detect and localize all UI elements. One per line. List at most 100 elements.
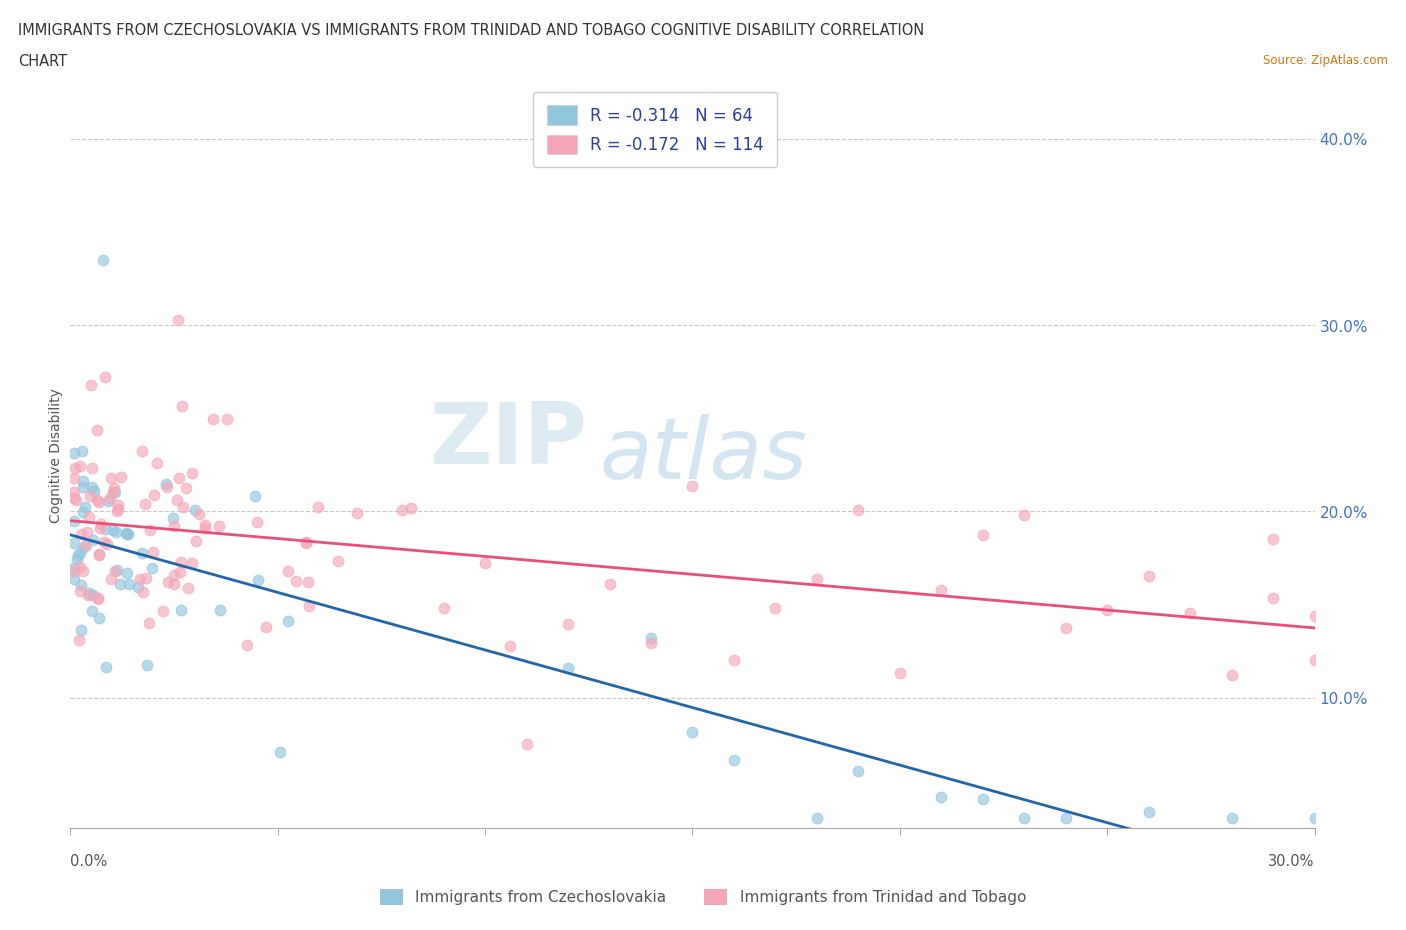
Point <box>298 598 321 613</box>
Point <box>285 574 308 589</box>
Point <box>972 527 994 542</box>
Point <box>94 370 117 385</box>
Point <box>135 571 157 586</box>
Point <box>70 623 93 638</box>
Point <box>63 564 86 578</box>
Point <box>391 502 413 517</box>
Point <box>1054 621 1077 636</box>
Point <box>87 611 110 626</box>
Point <box>1263 532 1285 547</box>
Point <box>80 604 103 618</box>
Point <box>75 499 97 514</box>
Text: 0.0%: 0.0% <box>70 854 107 869</box>
Point <box>94 522 117 537</box>
Point <box>89 521 111 536</box>
Point <box>181 465 204 480</box>
Point <box>86 422 108 437</box>
Point <box>82 588 104 603</box>
Point <box>156 575 179 590</box>
Point <box>132 585 155 600</box>
Point <box>63 460 86 475</box>
Point <box>328 553 350 568</box>
Point <box>174 481 197 496</box>
Point <box>86 492 108 507</box>
Point <box>143 487 166 502</box>
Point <box>100 471 122 485</box>
Point <box>70 526 93 541</box>
Point <box>188 507 211 522</box>
Point <box>723 752 745 767</box>
Point <box>93 253 115 268</box>
Point <box>105 563 128 578</box>
Point <box>557 660 579 675</box>
Point <box>499 639 522 654</box>
Point <box>682 478 704 493</box>
Point <box>73 540 96 555</box>
Point <box>235 637 257 652</box>
Point <box>135 658 157 672</box>
Point <box>1303 608 1326 623</box>
Point <box>115 565 138 580</box>
Legend: Immigrants from Czechoslovakia, Immigrants from Trinidad and Tobago: Immigrants from Czechoslovakia, Immigran… <box>373 882 1033 913</box>
Point <box>1097 602 1119 617</box>
Point <box>166 312 188 327</box>
Point <box>87 546 110 561</box>
Point <box>107 501 129 516</box>
Point <box>72 474 94 489</box>
Point <box>65 493 87 508</box>
Point <box>1263 591 1285 605</box>
Point <box>115 525 138 540</box>
Point <box>846 502 869 517</box>
Point <box>72 505 94 520</box>
Point <box>170 555 193 570</box>
Point <box>433 601 456 616</box>
Point <box>142 544 165 559</box>
Point <box>70 444 93 458</box>
Point <box>557 617 579 631</box>
Point <box>1180 605 1202 620</box>
Point <box>134 497 156 512</box>
Point <box>104 525 127 539</box>
Point <box>87 548 110 563</box>
Point <box>75 538 97 552</box>
Point <box>146 456 169 471</box>
Point <box>100 572 122 587</box>
Point <box>104 485 127 499</box>
Point <box>138 616 160 631</box>
Point <box>77 510 100 525</box>
Point <box>101 522 124 537</box>
Point <box>277 564 299 578</box>
Point <box>90 517 112 532</box>
Point <box>141 561 163 576</box>
Point <box>63 490 86 505</box>
Point <box>127 580 149 595</box>
Point <box>181 555 204 570</box>
Point <box>806 811 828 826</box>
Point <box>846 764 869 778</box>
Legend: R = -0.314   N = 64, R = -0.172   N = 114: R = -0.314 N = 64, R = -0.172 N = 114 <box>533 92 778 167</box>
Point <box>107 498 129 512</box>
Text: 30.0%: 30.0% <box>1268 854 1315 869</box>
Point <box>70 578 93 592</box>
Point <box>63 561 86 576</box>
Text: CHART: CHART <box>18 54 67 69</box>
Point <box>166 492 188 507</box>
Point <box>87 495 110 510</box>
Point <box>108 577 131 591</box>
Point <box>245 488 267 503</box>
Text: atlas: atlas <box>599 414 807 498</box>
Point <box>277 614 299 629</box>
Point <box>97 494 120 509</box>
Point <box>129 572 152 587</box>
Point <box>77 585 100 600</box>
Point <box>117 526 139 541</box>
Point <box>72 480 94 495</box>
Point <box>66 551 89 566</box>
Point <box>118 577 141 591</box>
Point <box>201 412 224 427</box>
Point <box>87 591 110 606</box>
Point <box>83 484 105 498</box>
Point <box>80 378 103 392</box>
Point <box>1054 811 1077 826</box>
Point <box>246 572 269 587</box>
